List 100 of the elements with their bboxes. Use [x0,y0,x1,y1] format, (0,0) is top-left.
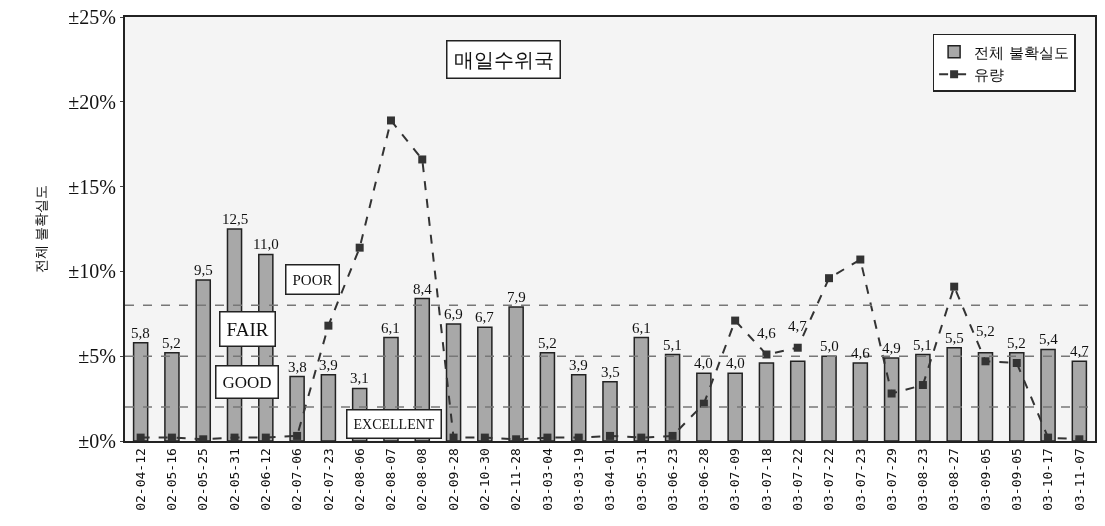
x-tick-label: 03-07-23 [852,448,868,511]
data-label: 7,9 [507,289,526,305]
data-label: 4,7 [1070,343,1090,359]
legend-label: 유량 [974,66,1005,85]
point [825,274,834,283]
x-tick-label: 02-05-31 [226,448,242,511]
x-tick-label: 03-10-17 [1040,448,1056,511]
x-tick-label: 03-05-31 [633,448,649,511]
y-tick-label: ±20% [68,90,116,113]
y-tick-label: ±0% [78,430,116,452]
data-label: 5,0 [820,338,839,354]
x-tick-label: 03-07-18 [758,448,774,511]
data-label: 5,2 [538,335,557,351]
data-label: 6,1 [632,320,651,336]
legend-label: 전체 불확실도 [974,43,1069,62]
data-label: 3,9 [569,357,588,373]
y-tick-label: ±10% [68,260,116,283]
x-tick-label: 03-08-27 [946,448,962,511]
x-tick-label: 02-05-25 [195,448,211,511]
x-tick-label: 02-08-08 [414,448,430,511]
data-label: 3,8 [288,359,307,375]
y-tick-label: ±15% [68,175,116,198]
x-tick-label: 02-06-12 [258,448,274,511]
data-label: 4,0 [726,355,745,371]
point [418,155,427,164]
x-tick-label: 03-07-29 [883,448,899,511]
point [981,357,990,366]
point [762,350,771,359]
data-label: 9,5 [194,262,213,278]
x-tick-label: 03-03-04 [539,448,555,511]
data-label: 4,7 [788,318,808,334]
x-tick-label: 02-10-30 [477,448,493,511]
data-label: 6,1 [381,320,400,336]
data-label: 6,9 [444,306,463,322]
point [293,431,302,440]
x-tick-label: 02-11-28 [508,448,524,511]
x-tick-label: 02-08-07 [383,448,399,511]
x-tick-label: 03-04-01 [602,448,618,511]
data-label: 4,6 [851,345,871,361]
data-label: 3,5 [601,364,620,380]
annotation: FAIR [226,318,269,340]
data-label: 5,1 [913,337,932,353]
data-label: 3,9 [319,357,338,373]
x-tick-label: 02-07-06 [289,448,305,511]
annotation: 매일수위국 [453,47,554,72]
x-tick-label: 03-11-07 [1071,448,1087,511]
point [1012,358,1021,367]
x-tick-label: 02-05-16 [164,448,180,511]
data-label: 5,2 [162,335,181,351]
y-axis-title: 전체 불확실도 [33,184,50,274]
data-label: 11,0 [253,236,279,252]
x-tick-label: 03-06-28 [696,448,712,511]
point [136,433,145,441]
y-tick-label: ±25% [68,6,116,28]
data-label: 6,7 [475,309,495,325]
annotation: EXCELLENT [353,416,435,432]
x-tick-label: 02-08-06 [351,448,367,511]
point [731,316,740,325]
point [324,321,333,330]
data-label: 5,2 [976,323,995,339]
point [606,431,614,440]
point [230,433,239,441]
x-tick-label: 03-07-09 [727,448,743,511]
x-tick-label: 03-09-05 [1008,448,1024,511]
point [574,433,583,441]
point [386,116,395,125]
data-label: 4,0 [694,355,713,371]
data-label: 5,4 [1039,331,1059,347]
point [793,343,802,352]
data-label: 4,9 [882,340,901,356]
point [637,433,646,441]
point [355,243,364,252]
point [543,433,552,441]
point [950,282,959,291]
annotation: GOOD [222,372,272,392]
point [856,255,865,264]
data-label: 12,5 [222,211,249,227]
x-tick-label: 03-06-23 [664,448,680,511]
point [449,433,458,441]
data-label: 5,8 [131,325,150,341]
annotation: POOR [292,271,333,288]
point [918,381,927,390]
point [1044,433,1053,441]
x-tick-label: 02-07-23 [320,448,336,511]
x-tick-label: 02-09-28 [445,448,461,511]
data-label: 5,5 [945,330,964,346]
y-tick-label: ±5% [78,345,116,368]
x-tick-label: 03-08-23 [915,448,931,511]
data-label: 4,6 [757,325,777,341]
x-tick-label: 03-07-22 [821,448,837,511]
data-label: 5,2 [1007,335,1026,351]
point [668,431,677,440]
data-label: 5,1 [663,337,682,353]
x-tick-label: 03-09-05 [977,448,993,511]
point [261,433,270,441]
point [167,433,176,441]
x-tick-label: 03-03-19 [570,448,586,511]
point [480,433,489,441]
x-tick-label: 02-04-12 [132,448,148,511]
point [887,389,896,398]
